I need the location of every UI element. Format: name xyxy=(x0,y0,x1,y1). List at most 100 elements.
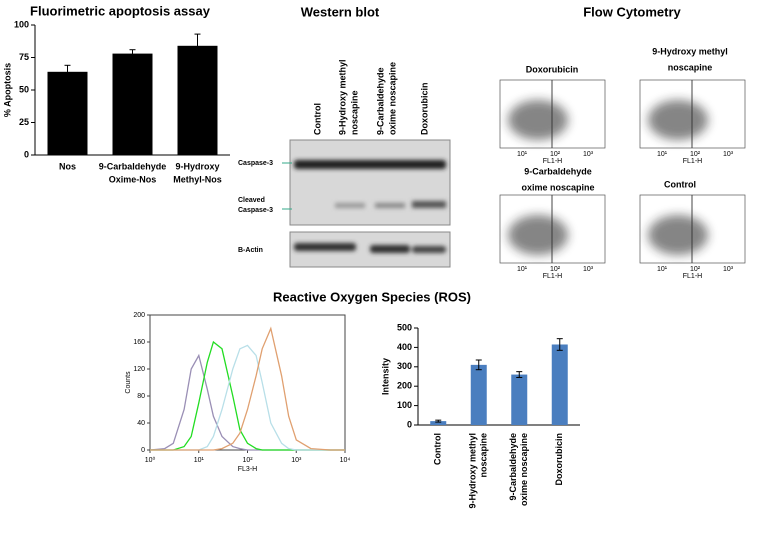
x-tick-label: 10¹ xyxy=(517,266,528,273)
x-tick-label: 10³ xyxy=(291,457,302,464)
lane-label: Doxorubicin xyxy=(419,82,429,135)
flow-title: Flow Cytometry xyxy=(583,4,681,19)
y-tick-label: 120 xyxy=(133,366,145,373)
cell-cloud xyxy=(648,100,708,140)
y-axis-label: % Apoptosis xyxy=(2,63,12,117)
x-tick-label: 9-Carbaldehyde xyxy=(99,161,167,171)
cell-cloud xyxy=(648,215,708,255)
error-bar xyxy=(194,33,201,58)
histogram-line xyxy=(150,344,345,451)
x-tick-label: oxime noscapine xyxy=(519,433,529,506)
x-tick-label: 9-Hydroxy methyl xyxy=(468,433,478,509)
x-axis-label: FL3-H xyxy=(238,466,257,473)
bar xyxy=(511,374,528,425)
error-bar xyxy=(435,419,442,423)
panel-title: Doxorubicin xyxy=(526,64,579,74)
bar xyxy=(430,421,447,425)
y-tick-label: 300 xyxy=(397,361,412,371)
bar xyxy=(47,71,88,155)
histogram-line xyxy=(150,340,345,451)
bar xyxy=(177,45,218,155)
error-bar xyxy=(475,359,482,371)
band-label: Caspase-3 xyxy=(238,160,273,167)
lane-label: noscapine xyxy=(349,90,359,135)
panel-frame xyxy=(499,79,606,149)
bar xyxy=(470,364,487,425)
y-axis-label: Intensity xyxy=(380,358,390,395)
panel-frame xyxy=(499,194,606,264)
panel-title: Control xyxy=(664,179,696,189)
blot-frame xyxy=(289,139,451,226)
band-label: Caspase-3 xyxy=(238,207,273,214)
y-tick-label: 40 xyxy=(137,420,145,427)
plot-frame xyxy=(149,314,346,451)
y-tick-label: 25 xyxy=(19,117,29,127)
blot-title: Western blot xyxy=(301,4,380,19)
y-tick-label: 200 xyxy=(397,381,412,391)
y-axis-label: Counts xyxy=(125,371,132,394)
x-tick-label: 10² xyxy=(550,266,561,273)
x-tick-label: 9-Carbaldehyde xyxy=(508,433,518,501)
x-tick-label: 9-Hydroxy xyxy=(175,161,219,171)
y-tick-label: 0 xyxy=(407,419,412,429)
x-axis-label: FL1-H xyxy=(683,273,702,280)
error-bar xyxy=(64,64,71,79)
x-tick-label: 10² xyxy=(550,151,561,158)
x-tick-label: 10³ xyxy=(583,151,594,158)
bar xyxy=(112,53,153,155)
x-tick-label: 10¹ xyxy=(657,266,668,273)
y-tick-label: 0 xyxy=(141,447,145,454)
x-tick-label: Methyl-Nos xyxy=(173,174,222,184)
x-tick-label: 10¹ xyxy=(657,151,668,158)
error-bar xyxy=(556,338,563,351)
error-bar xyxy=(129,49,136,58)
y-tick-label: 160 xyxy=(133,339,145,346)
x-tick-label: Nos xyxy=(59,161,76,171)
x-axis-label: FL1-H xyxy=(543,158,562,165)
cell-cloud xyxy=(508,100,568,140)
lane-label: Control xyxy=(312,103,322,135)
y-tick-label: 50 xyxy=(19,84,29,94)
x-tick-label: 10² xyxy=(690,266,701,273)
band-label: Cleaved xyxy=(238,197,265,204)
panel-title: 9-Carbaldehyde xyxy=(524,166,592,176)
y-tick-label: 500 xyxy=(397,322,412,332)
histogram-line xyxy=(150,326,345,451)
x-tick-label: noscapine xyxy=(479,433,489,478)
y-tick-label: 400 xyxy=(397,342,412,352)
x-tick-label: Oxime-Nos xyxy=(109,174,157,184)
x-tick-label: 10² xyxy=(242,457,253,464)
panel-title: 9-Hydroxy methyl xyxy=(652,46,728,56)
x-axis-label: FL1-H xyxy=(683,158,702,165)
x-tick-label: 10¹ xyxy=(194,457,205,464)
x-tick-label: 10³ xyxy=(723,151,734,158)
apoptosis-title: Fluorimetric apoptosis assay xyxy=(30,3,211,18)
y-tick-label: 0 xyxy=(24,149,29,159)
ros-title: Reactive Oxygen Species (ROS) xyxy=(273,289,471,304)
bar xyxy=(551,344,568,425)
x-tick-label: 10⁴ xyxy=(340,457,351,464)
y-tick-label: 75 xyxy=(19,52,29,62)
lane-label: 9-Carbaldehyde xyxy=(375,67,385,135)
panel-title: noscapine xyxy=(668,62,713,72)
histogram-line xyxy=(149,353,345,451)
y-tick-label: 100 xyxy=(397,400,412,410)
panel-frame xyxy=(639,194,746,264)
panel-frame xyxy=(639,79,746,149)
x-tick-label: 10¹ xyxy=(517,151,528,158)
x-tick-label: Control xyxy=(433,433,443,465)
y-tick-label: 100 xyxy=(14,19,29,29)
x-tick-label: 10² xyxy=(690,151,701,158)
x-axis-label: FL1-H xyxy=(543,273,562,280)
y-tick-label: 80 xyxy=(137,393,145,400)
x-tick-label: 10³ xyxy=(583,266,594,273)
x-tick-label: Doxorubicin xyxy=(554,433,564,486)
error-bar xyxy=(516,371,523,378)
blot-bands xyxy=(294,160,446,253)
cell-cloud xyxy=(508,215,568,255)
lane-label: oxime noscapine xyxy=(387,62,397,135)
band-label: B-Actin xyxy=(238,247,263,254)
y-tick-label: 200 xyxy=(133,312,145,319)
panel-title: oxime noscapine xyxy=(521,182,594,192)
